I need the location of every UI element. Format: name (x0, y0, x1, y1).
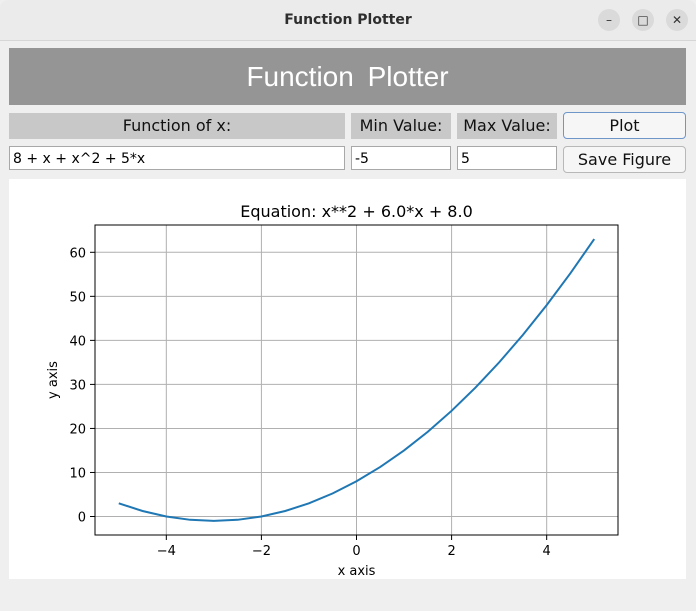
y-tick-label: 60 (69, 246, 86, 261)
maximize-icon[interactable]: □ (632, 9, 654, 31)
app-header: Function Plotter (9, 48, 686, 105)
x-tick-label: −2 (252, 544, 271, 559)
x-tick-label: 0 (352, 544, 360, 559)
x-tick-label: 2 (447, 544, 455, 559)
grid (95, 225, 618, 535)
series-line (118, 238, 596, 522)
x-axis-label: x axis (338, 564, 376, 579)
min-value-label: Min Value: (351, 113, 451, 139)
plot-area (94, 224, 619, 536)
save-figure-button[interactable]: Save Figure (563, 146, 686, 173)
minimize-icon[interactable]: – (598, 9, 620, 31)
title-bar[interactable]: Function Plotter – □ ✕ (0, 0, 696, 41)
x-tick-label: 4 (543, 544, 551, 559)
y-tick-label: 30 (69, 378, 86, 393)
plot-figure: −4 −2 0 2 4 0 10 20 30 40 50 60 Equation: x**2 + 6.… (9, 179, 686, 579)
x-tick-label: −4 (157, 544, 176, 559)
close-icon[interactable]: ✕ (666, 9, 688, 31)
y-tick-label: 20 (69, 422, 86, 437)
window-title: Function Plotter (284, 12, 412, 28)
y-tick-label: 40 (69, 334, 86, 349)
function-input[interactable]: 8 + x + x^2 + 5*x (9, 146, 345, 170)
max-value-input[interactable]: 5 (457, 146, 557, 170)
y-axis-label: y axis (46, 361, 61, 399)
plot-button[interactable]: Plot (563, 112, 686, 139)
min-value-input[interactable]: -5 (351, 146, 451, 170)
y-tick-label: 0 (78, 511, 86, 526)
y-tick-label: 50 (69, 290, 86, 305)
y-tick-label: 10 (69, 466, 86, 481)
max-value-label: Max Value: (457, 113, 557, 139)
chart-title: Equation: x**2 + 6.0*x + 8.0 (240, 202, 473, 221)
function-label: Function of x: (9, 113, 345, 139)
